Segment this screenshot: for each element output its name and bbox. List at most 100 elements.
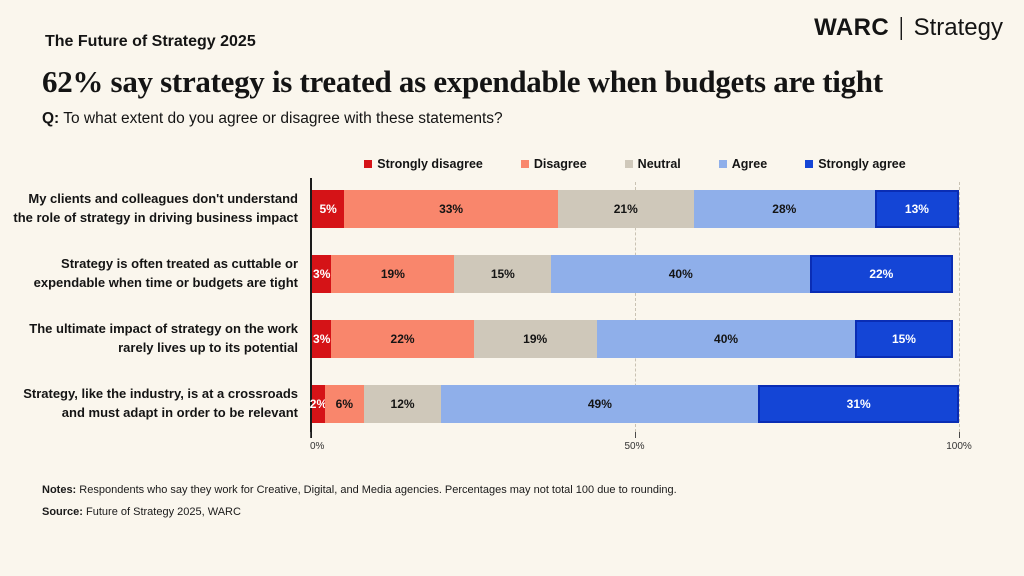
bar-segment-strongly-disagree: 2% bbox=[309, 385, 328, 423]
bar-segment-disagree: 33% bbox=[344, 190, 558, 228]
warc-strategy-logo: WARC | Strategy bbox=[814, 13, 1003, 42]
bar-segment-agree: 28% bbox=[693, 190, 875, 228]
survey-question: Q: To what extent do you agree or disagr… bbox=[42, 110, 503, 128]
legend-swatch-agree bbox=[718, 160, 727, 168]
bar-segment-strongly-disagree: 3% bbox=[312, 320, 332, 358]
gridline bbox=[959, 182, 960, 432]
source-text: Future of Strategy 2025, WARC bbox=[86, 506, 241, 518]
report-kicker: The Future of Strategy 2025 bbox=[45, 33, 256, 50]
row-label: My clients and colleagues don't understa… bbox=[13, 190, 298, 228]
bar-segment-disagree: 19% bbox=[331, 255, 455, 293]
legend-swatch-strongly-disagree bbox=[364, 160, 373, 168]
logo-suffix: Strategy bbox=[913, 13, 1003, 41]
stacked-bar: 5% 33% 21% 28% 13% bbox=[312, 190, 959, 228]
chart-row: Strategy is often treated as cuttable or… bbox=[34, 255, 959, 293]
legend-item-disagree: Disagree bbox=[520, 157, 587, 171]
bar-segment-value: 33% bbox=[439, 202, 464, 216]
x-axis-tick-label: 100% bbox=[946, 441, 972, 452]
bar-segment-strongly-disagree: 5% bbox=[312, 190, 345, 228]
bar-segment-neutral: 12% bbox=[363, 385, 442, 423]
logo-brand: WARC bbox=[814, 13, 890, 41]
x-axis-tick-label: 0% bbox=[310, 441, 325, 452]
chart-row: Strategy, like the industry, is at a cro… bbox=[23, 385, 959, 423]
row-label-line: the role of strategy in driving business… bbox=[13, 210, 298, 225]
bar-segment-disagree: 6% bbox=[324, 385, 364, 423]
legend-item-agree: Agree bbox=[718, 157, 768, 171]
stacked-bar: 3% 19% 15% 40% 22% bbox=[312, 255, 959, 293]
notes-text: Respondents who say they work for Creati… bbox=[79, 484, 677, 496]
bar-segment-agree: 40% bbox=[596, 320, 856, 358]
legend-label: Strongly agree bbox=[818, 157, 906, 171]
x-axis-tick bbox=[634, 432, 636, 438]
bar-segment-value: 28% bbox=[772, 202, 797, 216]
bar-segment-neutral: 19% bbox=[473, 320, 597, 358]
stacked-bar: 3% 22% 19% 40% 15% bbox=[312, 320, 959, 358]
chart-row: The ultimate impact of strategy on the w… bbox=[29, 320, 959, 358]
bar-segment-value: 12% bbox=[390, 397, 415, 411]
bar-segment-value: 22% bbox=[390, 332, 415, 346]
bar-segment-value: 15% bbox=[891, 332, 916, 346]
question-prefix: Q: bbox=[42, 110, 60, 127]
source-label: Source: bbox=[42, 506, 83, 518]
row-label-line: My clients and colleagues don't understa… bbox=[28, 191, 298, 207]
bar-segment-value: 40% bbox=[668, 267, 693, 281]
bar-segment-value: 5% bbox=[319, 202, 337, 216]
bar-segment-strongly-agree: 31% bbox=[758, 385, 959, 423]
page-title: 62% say strategy is treated as expendabl… bbox=[42, 64, 883, 99]
logo-divider: | bbox=[899, 13, 904, 41]
row-label: Strategy is often treated as cuttable or… bbox=[34, 255, 298, 293]
bar-segment-strongly-disagree: 3% bbox=[312, 255, 332, 293]
gridline bbox=[634, 182, 636, 432]
notes: Notes: Respondents who say they work for… bbox=[42, 484, 677, 496]
source: Source: Future of Strategy 2025, WARC bbox=[42, 506, 241, 518]
bar-segment-value: 3% bbox=[313, 332, 331, 346]
legend-item-strongly-disagree: Strongly disagree bbox=[364, 157, 483, 171]
bar-segment-value: 22% bbox=[869, 267, 894, 281]
bar-segment-value: 21% bbox=[613, 202, 638, 216]
bar-segment-neutral: 15% bbox=[454, 255, 552, 293]
x-axis-tick bbox=[310, 432, 311, 438]
bar-segment-agree: 49% bbox=[441, 385, 759, 423]
bar-segment-value: 6% bbox=[335, 397, 354, 411]
row-label-line: expendable when time or budgets are tigh… bbox=[33, 275, 298, 290]
row-label: The ultimate impact of strategy on the w… bbox=[29, 320, 298, 358]
legend-label: Disagree bbox=[533, 157, 587, 171]
bar-segment-value: 19% bbox=[523, 332, 548, 346]
row-label-line: rarely lives up to its potential bbox=[118, 340, 298, 355]
bar-segment-strongly-agree: 22% bbox=[810, 255, 953, 293]
chart-row: My clients and colleagues don't understa… bbox=[13, 190, 959, 228]
legend-swatch-strongly-agree bbox=[805, 160, 814, 168]
legend-item-neutral: Neutral bbox=[624, 157, 681, 171]
bar-segment-value: 40% bbox=[714, 332, 739, 346]
bar-segment-neutral: 21% bbox=[557, 190, 694, 228]
bar-segment-value: 13% bbox=[904, 202, 929, 216]
bar-segment-value: 49% bbox=[587, 397, 612, 411]
bar-segment-strongly-agree: 15% bbox=[855, 320, 953, 358]
row-label-line: Strategy is often treated as cuttable or bbox=[61, 256, 298, 272]
notes-label: Notes: bbox=[42, 484, 77, 496]
row-label: Strategy, like the industry, is at a cro… bbox=[23, 385, 298, 423]
legend-swatch-disagree bbox=[520, 160, 529, 168]
legend-label: Neutral bbox=[637, 157, 681, 171]
row-label-line: The ultimate impact of strategy on the w… bbox=[29, 321, 298, 337]
bar-segment-disagree: 22% bbox=[331, 320, 474, 358]
legend-label: Strongly disagree bbox=[377, 157, 483, 171]
legend-label: Agree bbox=[731, 157, 768, 171]
bar-segment-value: 31% bbox=[846, 397, 871, 411]
y-axis-line bbox=[310, 178, 312, 438]
bar-segment-value: 2% bbox=[309, 397, 328, 411]
bar-segment-value: 19% bbox=[380, 267, 405, 281]
chart-plot: 0% 50% 100% My clients and colleagues don't… bbox=[13, 178, 972, 452]
question-text: To what extent do you agree or disagree … bbox=[63, 110, 503, 127]
bar-segment-strongly-agree: 13% bbox=[874, 190, 959, 228]
legend-item-strongly-agree: Strongly agree bbox=[805, 157, 906, 171]
x-axis-tick-label: 50% bbox=[624, 441, 645, 452]
row-label-line: and must adapt in order to be relevant bbox=[61, 405, 298, 420]
legend: Strongly disagree Disagree Neutral Agree Str… bbox=[310, 157, 960, 171]
row-label-line: Strategy, like the industry, is at a cro… bbox=[23, 386, 298, 402]
bar-segment-value: 15% bbox=[490, 267, 515, 281]
bar-segment-value: 3% bbox=[313, 267, 331, 281]
stacked-bar: 2% 6% 12% 49% 31% bbox=[309, 385, 959, 423]
legend-swatch-neutral bbox=[624, 160, 633, 168]
